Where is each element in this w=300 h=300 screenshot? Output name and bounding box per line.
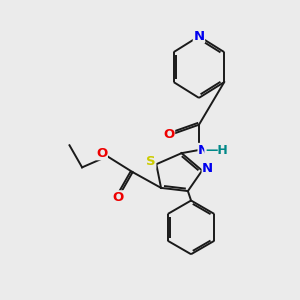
Text: N: N [194,30,205,43]
Text: O: O [163,128,175,141]
Text: S: S [146,155,156,168]
Text: N: N [198,143,209,157]
Text: O: O [96,147,107,160]
Text: N: N [202,162,213,176]
Text: O: O [113,191,124,204]
Text: —H: —H [205,143,228,157]
